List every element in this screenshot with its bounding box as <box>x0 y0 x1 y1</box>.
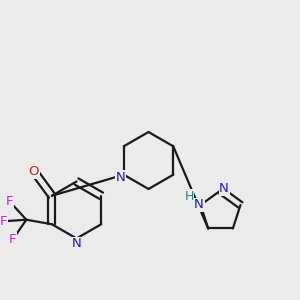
Text: N: N <box>219 182 229 196</box>
Text: F: F <box>6 195 14 208</box>
Text: N: N <box>194 199 204 212</box>
Text: H: H <box>184 190 194 203</box>
Text: N: N <box>116 171 125 184</box>
Text: F: F <box>9 233 16 246</box>
Text: F: F <box>0 215 8 228</box>
Text: N: N <box>72 237 81 250</box>
Text: O: O <box>28 165 39 178</box>
